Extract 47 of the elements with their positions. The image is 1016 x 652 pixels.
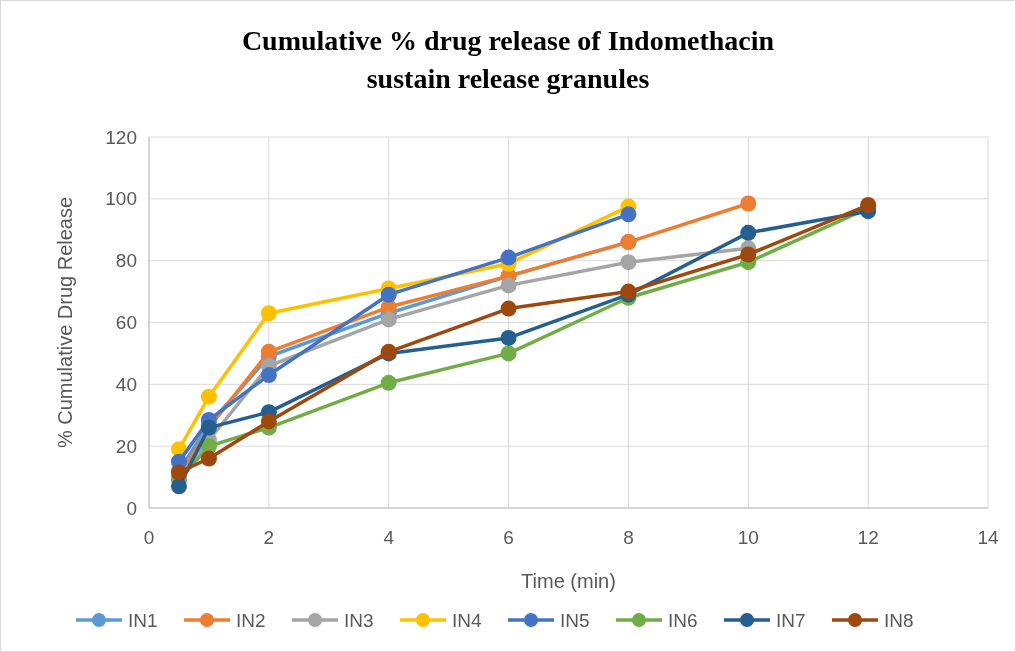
x-tick-label: 4 — [383, 527, 395, 548]
legend-label: IN3 — [344, 609, 374, 631]
y-tick-label: 120 — [105, 126, 137, 148]
point — [500, 249, 517, 266]
x-tick-label: 0 — [143, 527, 155, 548]
y-tick-label: 60 — [115, 312, 137, 334]
y-tick-label: 0 — [126, 497, 137, 519]
legend-label: IN8 — [884, 609, 914, 631]
point — [200, 388, 217, 405]
legend-label: IN4 — [452, 609, 482, 631]
point — [260, 305, 277, 322]
y-tick-label: 20 — [115, 435, 137, 457]
x-tick-label: 2 — [263, 527, 275, 548]
x-tick-label: 12 — [857, 527, 879, 548]
point — [260, 413, 277, 430]
point — [260, 343, 277, 360]
point — [500, 300, 517, 317]
legend-label: IN6 — [668, 609, 698, 631]
point — [740, 246, 757, 263]
y-tick-label: 100 — [105, 188, 137, 210]
y-tick-label: 80 — [115, 250, 137, 272]
legend-label: IN2 — [236, 609, 266, 631]
point — [260, 367, 277, 384]
x-tick-label: 6 — [503, 527, 514, 548]
point — [500, 277, 517, 294]
y-tick-label: 40 — [115, 373, 137, 395]
point — [620, 254, 637, 271]
legend-label: IN7 — [776, 609, 806, 631]
point — [740, 195, 757, 212]
x-tick-label: 14 — [977, 527, 999, 548]
point — [200, 450, 217, 467]
x-tick-label: 8 — [623, 527, 634, 548]
point — [740, 224, 757, 241]
point — [380, 311, 397, 328]
point — [380, 374, 397, 391]
point — [170, 478, 187, 495]
legend-label: IN1 — [128, 609, 158, 631]
legend-label: IN5 — [560, 609, 590, 631]
y-axis-title: % Cumulative Drug Release — [54, 196, 76, 449]
point — [620, 206, 637, 223]
point — [500, 329, 517, 346]
point — [860, 197, 877, 213]
point — [380, 286, 397, 303]
x-tick-label: 10 — [737, 527, 759, 548]
x-axis-title: Time (min) — [521, 570, 616, 592]
point — [500, 345, 517, 362]
chart-title: Cumulative % drug release of Indomethacin sustain release granules — [241, 25, 775, 94]
